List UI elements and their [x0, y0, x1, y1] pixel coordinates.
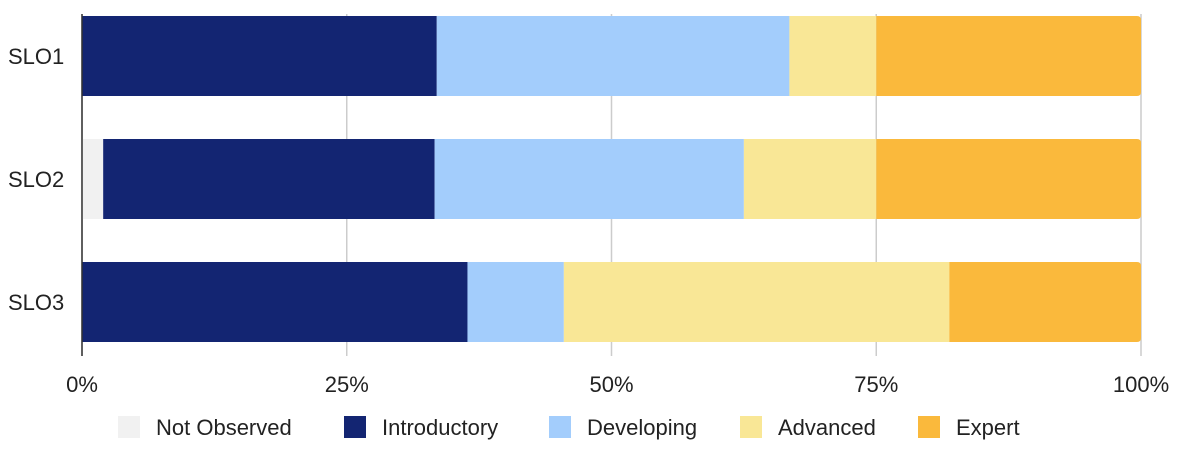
bar-slo3-developing: [467, 262, 564, 342]
legend-label: Introductory: [382, 415, 498, 440]
legend-label: Expert: [956, 415, 1020, 440]
bar-slo3-advanced: [563, 262, 950, 342]
x-tick-label: 100%: [1113, 372, 1169, 397]
legend-swatch: [118, 416, 140, 438]
legend-item: Not Observed: [118, 415, 292, 440]
bar-slo2-introductory: [103, 139, 435, 219]
legend-swatch: [549, 416, 571, 438]
category-label: SLO2: [8, 167, 64, 192]
legend-label: Developing: [587, 415, 697, 440]
legend-item: Advanced: [740, 415, 876, 440]
legend-swatch: [918, 416, 940, 438]
bar-slo1-expert: [876, 16, 1141, 96]
legend-item: Introductory: [344, 415, 498, 440]
bar-slo1-developing: [436, 16, 790, 96]
legend-item: Expert: [918, 415, 1020, 440]
bar-slo2-not-observed: [82, 139, 104, 219]
category-label: SLO1: [8, 44, 64, 69]
bar-slo2-advanced: [743, 139, 877, 219]
x-tick-label: 50%: [589, 372, 633, 397]
legend: Not Observed Introductory Developing Advanc…: [118, 415, 1020, 440]
bar-slo3-expert: [949, 262, 1141, 342]
category-label: SLO3: [8, 290, 64, 315]
x-tick-label: 75%: [854, 372, 898, 397]
bar-slo1-introductory: [82, 16, 437, 96]
legend-item: Developing: [549, 415, 697, 440]
bar-slo1-advanced: [789, 16, 877, 96]
x-tick-label: 0%: [66, 372, 98, 397]
legend-swatch: [344, 416, 366, 438]
bar-slo3-introductory: [82, 262, 468, 342]
legend-label: Advanced: [778, 415, 876, 440]
bars: [82, 16, 1141, 342]
legend-swatch: [740, 416, 762, 438]
bar-slo2-expert: [876, 139, 1141, 219]
axes: 0% 25% 50% 75% 100% SLO1 SLO2 SLO3: [8, 14, 1169, 397]
legend-label: Not Observed: [156, 415, 292, 440]
x-tick-label: 25%: [325, 372, 369, 397]
bar-slo2-developing: [434, 139, 744, 219]
